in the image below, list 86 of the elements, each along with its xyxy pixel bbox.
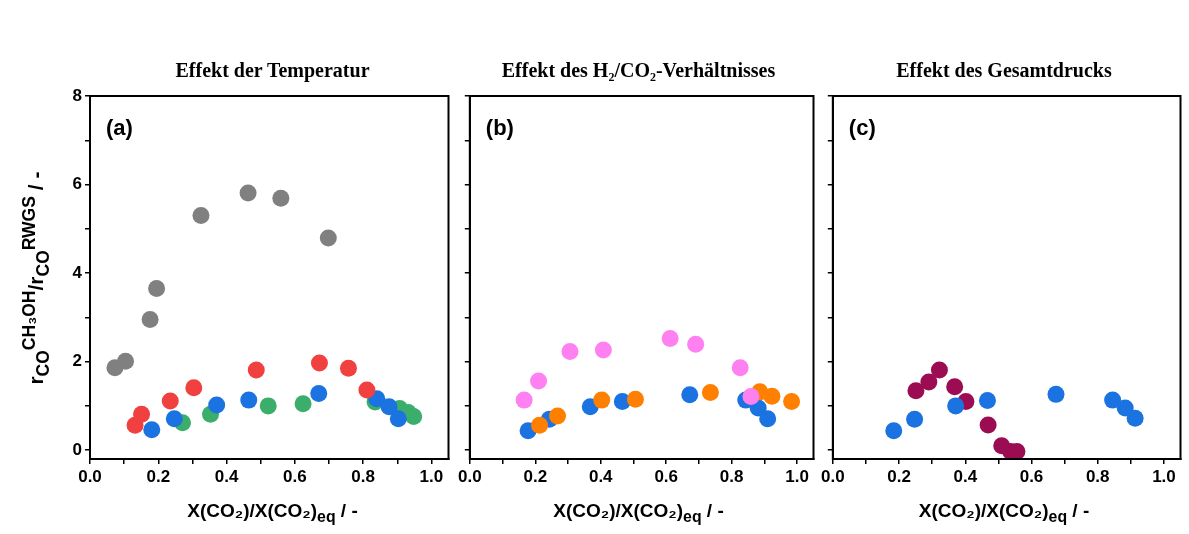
point: [247, 361, 265, 379]
x-tick-label: 0.6: [654, 466, 679, 486]
x-tick-label: 0.2: [146, 466, 171, 486]
chart-title: Effekt des Gesamtdrucks: [895, 59, 1113, 82]
x-tick-label: 0.8: [351, 466, 375, 486]
point: [920, 373, 938, 391]
point: [946, 378, 964, 396]
annotation: (a): [106, 115, 133, 141]
point: [192, 207, 210, 225]
annotation: (c): [848, 115, 876, 141]
point: [978, 392, 996, 410]
point: [515, 391, 533, 409]
point: [783, 392, 801, 410]
point: [141, 311, 159, 329]
point: [1126, 409, 1144, 427]
x-tick-label: 1.0: [1152, 466, 1176, 486]
x-tick-label: 1.0: [419, 466, 444, 486]
x-tick-label: 0.0: [78, 466, 102, 486]
x-tick-label: 0.2: [887, 466, 911, 486]
x-tick-label: 0.0: [458, 466, 482, 486]
y-tick-label: 0: [72, 439, 82, 459]
y-tick-label: 8: [72, 85, 82, 105]
point: [731, 359, 749, 377]
point: [339, 359, 357, 377]
x-tick-label: 0.6: [1019, 466, 1044, 486]
point: [885, 422, 903, 440]
point: [133, 405, 151, 423]
point: [185, 379, 203, 397]
point: [531, 416, 549, 434]
point: [148, 280, 166, 298]
point: [165, 410, 183, 428]
point: [742, 388, 760, 406]
chart-title: Effekt des H₂/CO₂-Verhältnisses: [500, 59, 777, 82]
point: [593, 391, 611, 409]
point: [405, 408, 423, 425]
y-tick-label: 2: [72, 351, 82, 371]
y-tick-label: 6: [72, 174, 82, 194]
point: [294, 395, 312, 413]
point: [681, 386, 699, 404]
x-tick-label: 0.0: [821, 466, 845, 486]
x-tick-label: 0.6: [283, 466, 307, 486]
point: [240, 391, 258, 409]
point: [549, 407, 567, 425]
point: [117, 352, 135, 370]
point: [930, 361, 948, 379]
point: [310, 384, 328, 402]
point: [259, 397, 277, 415]
chart-title: Effekt der Temperatur: [174, 59, 371, 82]
x-tick-label: 1.0: [785, 466, 809, 486]
x-tick-label: 0.8: [719, 466, 744, 486]
point: [272, 189, 290, 207]
point: [161, 392, 179, 410]
point: [907, 382, 925, 400]
x-tick-label: 0.4: [214, 466, 239, 486]
point: [530, 372, 548, 390]
point: [906, 410, 924, 428]
point: [763, 387, 781, 405]
point: [661, 330, 679, 348]
point: [319, 229, 337, 247]
point: [239, 184, 257, 202]
point: [561, 342, 579, 360]
x-axis-title: X(CO₂)/X(CO₂)$_{eq}$ / -: [186, 500, 359, 526]
point: [626, 390, 644, 408]
point: [380, 398, 398, 416]
point: [687, 335, 705, 353]
point: [208, 396, 226, 414]
point: [1116, 399, 1134, 417]
point: [1047, 385, 1065, 403]
x-axis-title: X(CO₂)/X(CO₂)$_{eq}$ / -: [917, 500, 1091, 526]
point: [358, 381, 376, 399]
point: [389, 410, 407, 428]
point: [594, 341, 612, 359]
point: [979, 416, 997, 434]
point: [143, 421, 161, 439]
x-axis-title: X(CO₂)/X(CO₂)$_{eq}$ / -: [552, 500, 725, 526]
x-tick-label: 0.2: [523, 466, 548, 486]
point: [947, 397, 965, 415]
y-tick-label: 4: [72, 262, 83, 282]
annotation: (b): [485, 115, 514, 141]
point: [310, 354, 328, 372]
point: [759, 410, 777, 428]
x-tick-label: 0.4: [588, 466, 614, 486]
x-tick-label: 0.4: [953, 466, 978, 486]
x-tick-label: 0.8: [1085, 466, 1110, 486]
point: [701, 384, 719, 402]
point: [1104, 391, 1122, 409]
